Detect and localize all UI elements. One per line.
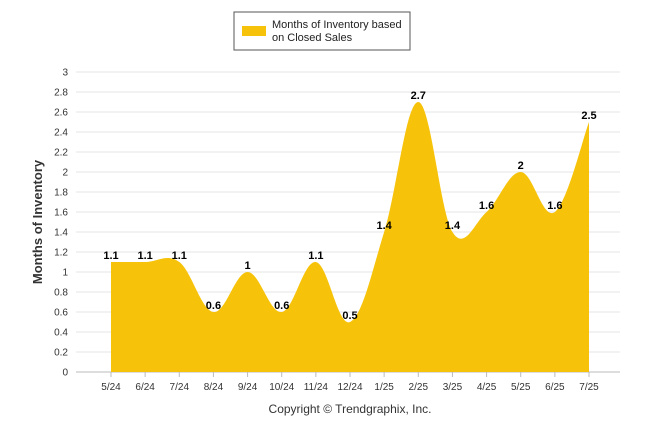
y-tick-label: 2 xyxy=(62,168,68,179)
legend-text-line1: Months of Inventory based xyxy=(272,19,402,31)
y-axis-label: Months of Inventory xyxy=(30,159,45,284)
data-label: 1.1 xyxy=(103,250,118,262)
data-label: 0.5 xyxy=(342,310,357,322)
legend-swatch xyxy=(242,26,266,36)
y-tick-label: 2.6 xyxy=(54,108,68,119)
y-tick-label: 0.8 xyxy=(54,288,68,299)
data-label: 1.4 xyxy=(376,220,392,232)
x-tick-label: 7/24 xyxy=(170,382,190,393)
legend: Months of Inventory based on Closed Sale… xyxy=(233,11,411,51)
y-tick-label: 3 xyxy=(62,68,68,79)
data-label: 1.4 xyxy=(445,220,461,232)
y-tick-label: 0.6 xyxy=(54,308,68,319)
data-label: 1.1 xyxy=(137,250,152,262)
data-label: 0.6 xyxy=(274,300,289,312)
x-tick-label: 7/25 xyxy=(579,382,599,393)
y-tick-label: 2.4 xyxy=(54,128,68,139)
data-label: 2.5 xyxy=(581,110,596,122)
y-tick-label: 1.4 xyxy=(54,228,68,239)
y-tick-label: 1.6 xyxy=(54,208,68,219)
x-tick-label: 5/24 xyxy=(101,382,121,393)
y-axis-ticks: 0 0.2 0.4 0.6 0.8 1 1.2 1.4 1.6 1.8 2 2.2 2.4 2.6 2.8 3 xyxy=(54,68,68,379)
data-label: 2.7 xyxy=(411,90,426,102)
y-tick-label: 0.4 xyxy=(54,328,68,339)
x-tick-label: 5/25 xyxy=(511,382,531,393)
y-tick-label: 1.8 xyxy=(54,188,68,199)
y-tick-label: 0 xyxy=(62,368,68,379)
data-label: 1.6 xyxy=(479,200,494,212)
copyright-footer: Copyright © Trendgraphix, Inc. xyxy=(269,402,432,416)
data-label: 2 xyxy=(518,160,524,172)
x-tick-label: 2/25 xyxy=(409,382,429,393)
x-tick-label: 8/24 xyxy=(204,382,224,393)
x-tick-label: 4/25 xyxy=(477,382,497,393)
area-series xyxy=(111,102,589,372)
y-tick-label: 2.8 xyxy=(54,88,68,99)
data-label: 1.1 xyxy=(308,250,323,262)
data-label: 1 xyxy=(245,260,251,272)
x-tick-label: 3/25 xyxy=(443,382,463,393)
y-tick-label: 0.2 xyxy=(54,348,68,359)
legend-text-line2: on Closed Sales xyxy=(272,32,353,44)
x-axis-ticks: 5/24 6/24 7/24 8/24 9/24 10/24 11/24 12/24 1/25 2… xyxy=(101,372,599,393)
x-tick-label: 9/24 xyxy=(238,382,258,393)
data-label: 1.1 xyxy=(172,250,187,262)
y-tick-label: 1.2 xyxy=(54,248,68,259)
x-tick-label: 12/24 xyxy=(337,382,362,393)
y-tick-label: 1 xyxy=(62,268,68,279)
data-labels: 1.1 1.1 1.1 0.6 1 0.6 1.1 0.5 1.4 2.7 1.4 1.6 2 1.6 2.… xyxy=(103,90,596,322)
data-label: 1.6 xyxy=(547,200,562,212)
y-tick-label: 2.2 xyxy=(54,148,68,159)
x-tick-label: 1/25 xyxy=(374,382,394,393)
data-label: 0.6 xyxy=(206,300,221,312)
x-tick-label: 11/24 xyxy=(304,382,329,393)
x-tick-label: 10/24 xyxy=(269,382,294,393)
x-tick-label: 6/24 xyxy=(135,382,155,393)
x-tick-label: 6/25 xyxy=(545,382,565,393)
